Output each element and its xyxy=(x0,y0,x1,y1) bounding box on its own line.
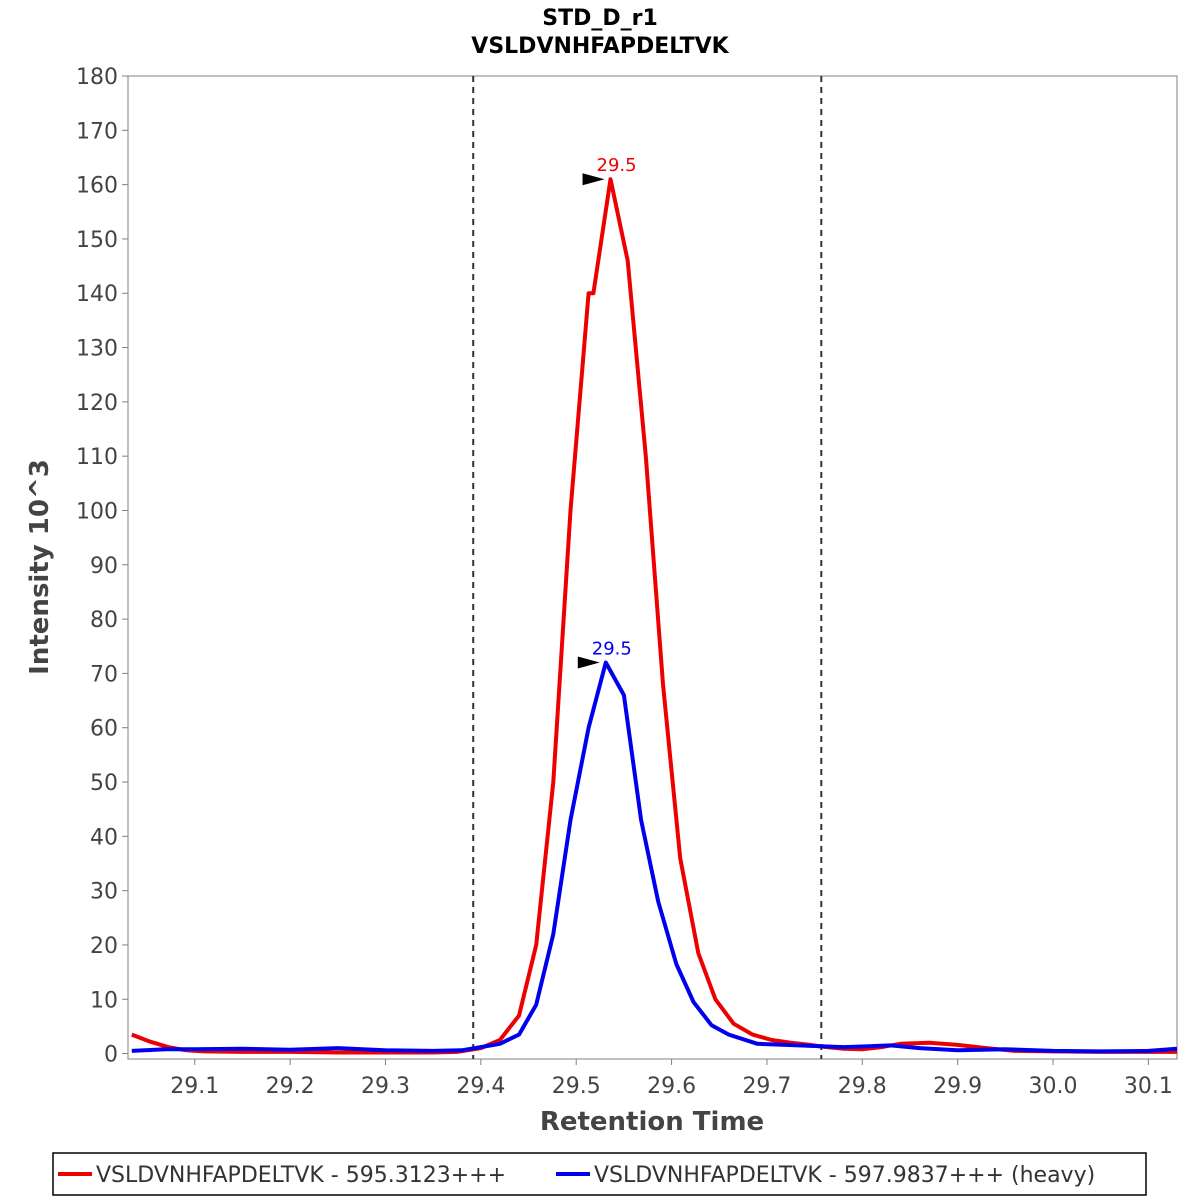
legend-label: VSLDVNHFAPDELTVK - 595.3123+++ xyxy=(96,1163,506,1188)
y-tick-label: 80 xyxy=(90,608,118,633)
x-tick-label: 29.3 xyxy=(361,1074,410,1099)
integration-boundaries xyxy=(472,76,823,1059)
y-tick-label: 90 xyxy=(90,554,118,579)
x-tick-label: 29.1 xyxy=(170,1074,219,1099)
y-tick-label: 0 xyxy=(104,1043,118,1068)
y-tick-label: 110 xyxy=(76,445,118,470)
chart-title: STD_D_r1 xyxy=(542,6,658,31)
peak-label: 29.5 xyxy=(597,155,637,176)
y-tick-label: 40 xyxy=(90,825,118,850)
x-tick-label: 30.0 xyxy=(1029,1074,1078,1099)
series-line xyxy=(131,177,1177,1055)
series-layer xyxy=(131,177,1178,1055)
x-tick-label: 29.8 xyxy=(838,1074,887,1099)
x-tick-label: 29.7 xyxy=(742,1074,791,1099)
y-tick-label: 140 xyxy=(76,282,118,307)
x-tick-label: 29.9 xyxy=(933,1074,982,1099)
y-tick-label: 170 xyxy=(76,119,118,144)
y-axis-title: Intensity 10^3 xyxy=(25,459,55,675)
y-tick-label: 180 xyxy=(76,65,118,90)
y-tick-label: 130 xyxy=(76,337,118,362)
x-tick-label: 29.6 xyxy=(647,1074,696,1099)
x-tick-label: 29.2 xyxy=(266,1074,315,1099)
peak-label: 29.5 xyxy=(592,639,632,660)
y-tick-label: 160 xyxy=(76,174,118,199)
peak-arrow-icon xyxy=(582,173,605,186)
series-line xyxy=(131,660,1178,1054)
peak-arrow-icon xyxy=(577,656,600,669)
y-axis: 0 10 20 30 40 50 60 70 80 90 100 110 120 130 140 150 160… xyxy=(76,65,128,1068)
y-tick-label: 70 xyxy=(90,662,118,687)
y-tick-label: 60 xyxy=(90,717,118,742)
x-tick-label: 29.4 xyxy=(456,1074,505,1099)
legend-box xyxy=(52,1152,1147,1196)
x-tick-label: 29.5 xyxy=(552,1074,601,1099)
y-tick-label: 10 xyxy=(90,988,118,1013)
x-axis: 29.1 29.2 29.3 29.4 29.5 29.6 29.7 29.8 29.9 30.0… xyxy=(170,1059,1173,1099)
y-tick-label: 120 xyxy=(76,391,118,416)
peak-annotations: 29.5 29.5 xyxy=(577,155,637,669)
y-tick-label: 20 xyxy=(90,934,118,959)
x-axis-title: Retention Time xyxy=(540,1107,764,1137)
legend-label: VSLDVNHFAPDELTVK - 597.9837+++ (heavy) xyxy=(594,1163,1095,1188)
chart-subtitle: VSLDVNHFAPDELTVK xyxy=(471,34,729,59)
legend: VSLDVNHFAPDELTVK - 595.3123+++ VSLDVNHFAP… xyxy=(52,1152,1147,1196)
y-tick-label: 50 xyxy=(90,771,118,796)
y-tick-label: 150 xyxy=(76,228,118,253)
y-tick-label: 100 xyxy=(76,499,118,524)
x-tick-label: 30.1 xyxy=(1124,1074,1173,1099)
y-tick-label: 30 xyxy=(90,880,118,905)
